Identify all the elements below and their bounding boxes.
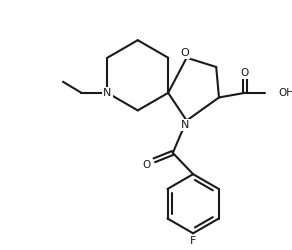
Text: N: N [181,120,189,130]
Text: OH: OH [278,88,292,98]
Text: F: F [190,236,196,246]
Text: O: O [241,68,249,78]
Text: O: O [143,160,151,170]
Text: N: N [103,88,112,98]
Text: O: O [180,48,189,58]
